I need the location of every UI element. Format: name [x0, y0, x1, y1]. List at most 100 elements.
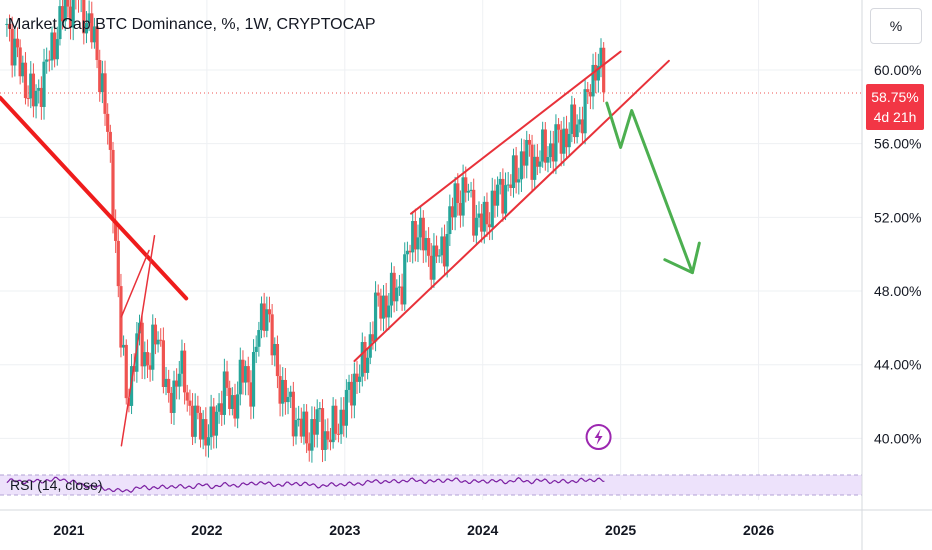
candle-body [424, 238, 428, 251]
candle-body [344, 389, 348, 426]
candle-body [95, 26, 99, 61]
candle-body [405, 250, 409, 255]
candle-body [315, 409, 319, 435]
candle-body [442, 236, 447, 267]
y-tick-label: 56.00% [874, 136, 921, 152]
candle-body [294, 420, 298, 437]
candle-body [289, 391, 293, 397]
candle-body [575, 124, 579, 138]
candle-body [143, 352, 147, 367]
candle-body [342, 409, 346, 426]
candle-body [169, 392, 173, 413]
candle-body [190, 405, 195, 437]
candle-body [241, 359, 245, 383]
candle-body [228, 387, 232, 409]
candle-body [416, 237, 420, 250]
candle-body [236, 394, 240, 419]
candle-body [379, 295, 383, 319]
candle-body [153, 324, 158, 345]
candle-body [376, 292, 380, 296]
candle-body [201, 419, 205, 440]
candle-body [546, 157, 550, 163]
candle-body [450, 206, 455, 218]
last-price-value: 58.75% [871, 89, 919, 105]
candle-body [506, 184, 510, 186]
candle-body [445, 234, 449, 267]
candle-body [591, 64, 595, 97]
y-tick-label: 44.00% [874, 357, 921, 373]
lightning-icon-bolt [594, 429, 603, 445]
candle-body [477, 213, 481, 218]
candle-body [251, 351, 256, 407]
candle-body [238, 359, 242, 395]
candle-body [5, 23, 9, 25]
candle-body [495, 184, 500, 206]
candle-body [164, 378, 168, 387]
candle-body [511, 155, 516, 189]
candle-body [482, 201, 486, 232]
candle-body [599, 47, 603, 67]
candle-body [556, 124, 561, 130]
candle-body [230, 395, 234, 409]
candle-body [387, 305, 391, 318]
candle-body [432, 245, 436, 280]
wedge-line-b [120, 249, 150, 318]
candle-body [177, 373, 181, 387]
candle-series [5, 0, 606, 463]
candle-body [31, 73, 36, 107]
x-tick-label: 2026 [743, 522, 774, 538]
candle-body [175, 380, 179, 387]
candle-body [381, 295, 386, 319]
rsi-band [0, 475, 862, 495]
candle-body [551, 143, 555, 162]
candle-body [82, 0, 86, 34]
icons-layer [585, 424, 612, 450]
candle-body [519, 151, 524, 180]
candle-body [469, 189, 473, 191]
candle-body [161, 340, 165, 387]
candle-body [37, 87, 41, 91]
chart-title: Market Cap BTC Dominance, %, 1W, CRYPTOC… [8, 16, 376, 33]
candle-body [100, 73, 104, 93]
candle-body [183, 350, 187, 393]
candle-body [580, 119, 585, 134]
candle-body [549, 143, 553, 158]
unit-toggle-button[interactable]: % [870, 8, 922, 44]
candle-body [543, 129, 547, 163]
lightning-icon[interactable] [585, 424, 612, 450]
candle-body [92, 26, 97, 43]
candle-body [220, 403, 224, 415]
candle-body [71, 0, 75, 28]
candle-body [267, 309, 272, 315]
candle-body [108, 131, 112, 150]
candle-body [336, 433, 341, 435]
x-tick-label: 2021 [53, 522, 84, 538]
candle-body [466, 190, 470, 193]
candle-body [347, 381, 351, 390]
candle-body [564, 128, 569, 148]
candle-body [541, 129, 545, 162]
candle-body [334, 405, 338, 434]
rsi-indicator-label[interactable]: RSI (14, close) [10, 477, 103, 493]
channel-lower-line [353, 59, 670, 362]
candle-body [501, 178, 505, 214]
candle-body [34, 90, 38, 107]
candle-body [440, 236, 444, 256]
candle-body [262, 303, 266, 331]
candle-body [257, 330, 261, 347]
candle-body [291, 391, 295, 437]
candle-body [55, 39, 59, 60]
candle-body [98, 60, 102, 93]
bar-countdown: 4d 21h [873, 109, 917, 125]
candle-body [427, 238, 431, 256]
candle-body [196, 405, 200, 413]
candle-body [265, 309, 269, 331]
candle-body [270, 314, 274, 356]
candle-body [395, 287, 399, 302]
candle-body [87, 13, 91, 23]
candle-body [389, 272, 394, 306]
candle-body [209, 406, 213, 438]
downtrend-line [0, 95, 189, 301]
rsi-line [6, 476, 605, 494]
